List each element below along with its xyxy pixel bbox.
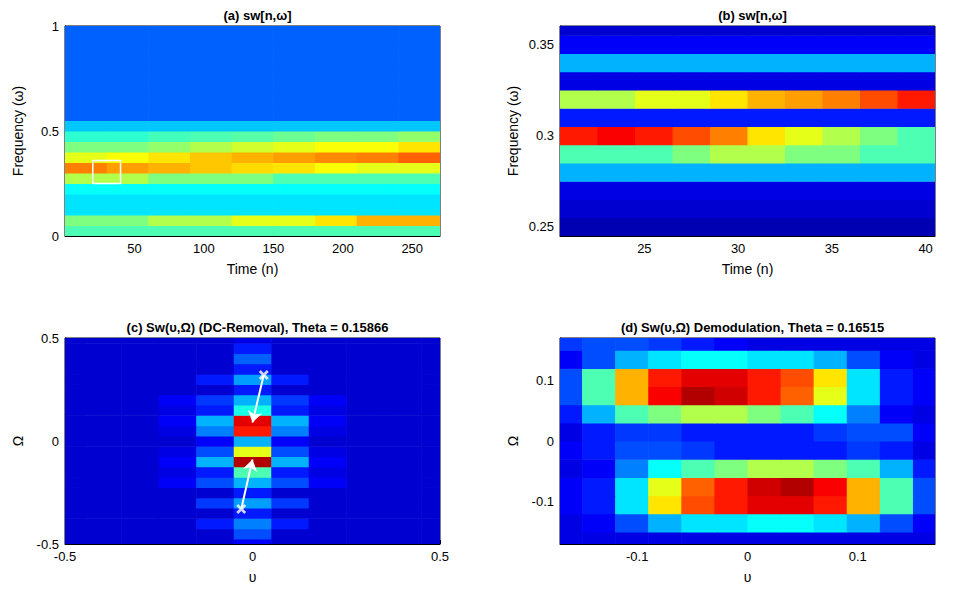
svg-text:υ: υ	[249, 569, 257, 585]
svg-text:-0.5: -0.5	[36, 536, 59, 552]
svg-text:Frequency (ω): Frequency (ω)	[10, 86, 26, 176]
svg-text:200: 200	[332, 241, 354, 256]
svg-text:0.5: 0.5	[41, 124, 59, 139]
svg-text:(a) sw[n,ω]: (a) sw[n,ω]	[223, 8, 291, 23]
svg-text:υ: υ	[744, 569, 752, 585]
svg-text:0.5: 0.5	[431, 549, 449, 564]
svg-text:250: 250	[401, 241, 423, 256]
svg-text:-0.1: -0.1	[626, 549, 648, 564]
svg-text:0.35: 0.35	[529, 37, 554, 52]
svg-text:0.1: 0.1	[849, 549, 867, 564]
svg-text:0: 0	[249, 549, 256, 564]
svg-text:35: 35	[825, 241, 839, 256]
svg-text:Ω: Ω	[10, 436, 26, 446]
svg-text:100: 100	[193, 241, 215, 256]
svg-text:25: 25	[637, 241, 651, 256]
svg-text:Frequency (ω): Frequency (ω)	[505, 86, 521, 176]
svg-text:0.3: 0.3	[536, 128, 554, 143]
svg-text:0: 0	[547, 434, 554, 449]
svg-text:30: 30	[731, 241, 745, 256]
svg-text:0: 0	[52, 434, 59, 449]
svg-text:0: 0	[744, 549, 751, 564]
svg-text:Time (n): Time (n)	[722, 261, 774, 277]
svg-text:50: 50	[127, 241, 141, 256]
svg-text:(c) Sw(υ,Ω) (DC-Removal), Thet: (c) Sw(υ,Ω) (DC-Removal), Theta = 0.1586…	[127, 320, 389, 335]
svg-text:1: 1	[52, 19, 59, 34]
svg-text:0.1: 0.1	[536, 373, 554, 388]
svg-text:40: 40	[918, 241, 932, 256]
svg-text:Ω: Ω	[505, 436, 521, 446]
svg-text:Time (n): Time (n)	[227, 261, 279, 277]
svg-text:150: 150	[262, 241, 284, 256]
svg-text:0.25: 0.25	[529, 219, 554, 234]
svg-text:(d) Sw(υ,Ω) Demodulation, Thet: (d) Sw(υ,Ω) Demodulation, Theta = 0.1651…	[621, 320, 884, 335]
svg-text:-0.1: -0.1	[532, 494, 554, 509]
svg-text:(b) sw[n,ω]: (b) sw[n,ω]	[718, 8, 787, 23]
svg-text:-0.5: -0.5	[54, 549, 76, 564]
svg-text:0.5: 0.5	[41, 331, 59, 346]
svg-text:0: 0	[52, 229, 59, 244]
